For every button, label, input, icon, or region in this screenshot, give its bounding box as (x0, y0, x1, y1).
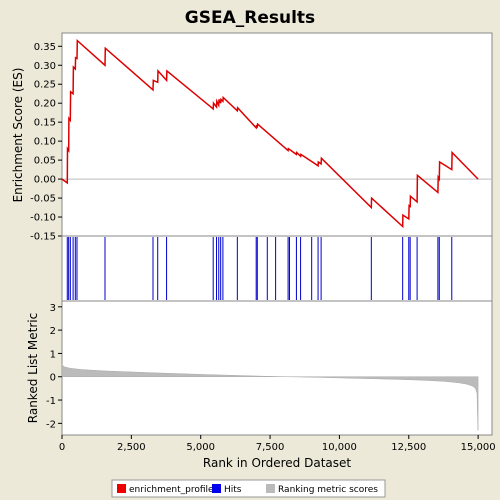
x-axis: 0 2,500 5,000 7,500 10,000 12,500 15,000 (59, 435, 496, 453)
enrichment-plot-area (61, 32, 493, 237)
enrichment-profile-line (61, 38, 479, 229)
enrichment-y-tick-label: -0.05 (30, 194, 56, 205)
ranking-y-tick-label: 1 (50, 349, 56, 360)
enrichment-y-tick-label: -0.15 (30, 232, 56, 243)
ranking-plot-area (61, 300, 493, 436)
enrichment-y-tick-label: 0.00 (34, 175, 56, 186)
ranking-y-tick-label: -1 (46, 396, 56, 407)
x-tick-label: 10,000 (322, 442, 357, 453)
ranking-y-tick-label: 0 (50, 373, 56, 384)
legend-swatch-ranking (266, 484, 275, 493)
enrichment-y-tick-label: 0.05 (34, 156, 56, 167)
enrichment-y-tick-label: 0.10 (34, 137, 56, 148)
legend-box (111, 479, 386, 498)
x-tick-label: 2,500 (117, 442, 146, 453)
x-tick-label: 5,000 (186, 442, 215, 453)
hits-plot-area (61, 235, 493, 302)
enrichment-y-tick-label: 0.35 (34, 42, 56, 53)
legend-label-ranking: Ranking metric scores (278, 485, 378, 495)
legend-label-enrichment: enrichment_profile (129, 485, 214, 495)
x-tick-label: 15,000 (461, 442, 496, 453)
enrichment-y-tick-label: -0.10 (30, 213, 56, 224)
ranking-y-tick-label: 3 (50, 303, 56, 314)
ranking-y-axis: -2 -1 0 1 2 3 (46, 303, 62, 430)
ranking-y-tick-label: -2 (46, 419, 56, 430)
enrichment-y-tick-label: 0.15 (34, 118, 56, 129)
legend-label-hits: Hits (224, 485, 242, 495)
enrichment-y-tick-label: 0.20 (34, 99, 56, 110)
ranking-y-tick-label: 2 (50, 326, 56, 337)
x-tick-label: 7,500 (256, 442, 285, 453)
x-axis-label: Rank in Ordered Dataset (203, 456, 351, 470)
enrichment-y-label: Enrichment Score (ES) (11, 68, 25, 203)
ranking-metric-area (61, 363, 479, 431)
legend-swatch-hits (212, 484, 221, 493)
enrichment-y-tick-label: 0.30 (34, 61, 56, 72)
hits-markers (66, 237, 453, 300)
enrichment-y-tick-label: 0.25 (34, 80, 56, 91)
chart-title: GSEA_Results (185, 8, 315, 28)
x-tick-label: 12,500 (391, 442, 426, 453)
x-tick-label: 0 (59, 442, 65, 453)
legend-swatch-enrichment (117, 484, 126, 493)
enrichment-y-axis: -0.15 -0.10 -0.05 0.00 0.05 0.10 0.15 0.20 0.25 0… (30, 42, 62, 243)
ranking-y-label: Ranked List Metric (26, 313, 40, 423)
